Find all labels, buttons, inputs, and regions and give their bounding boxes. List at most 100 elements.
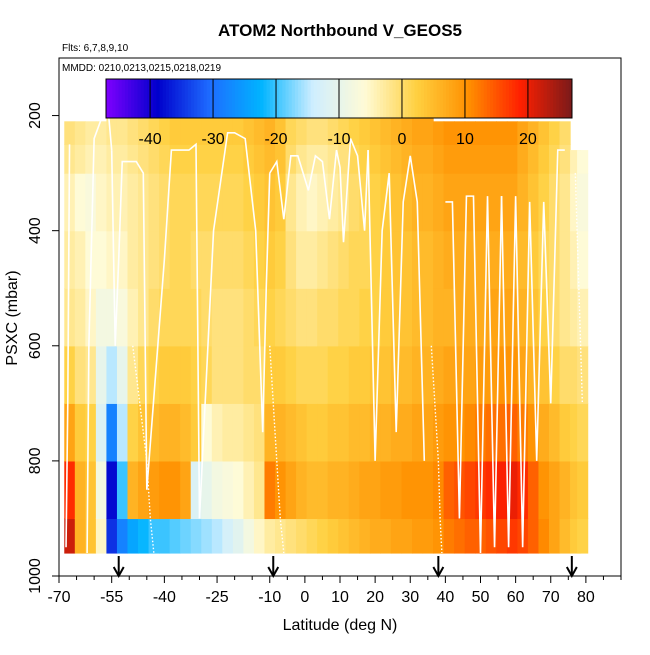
heatmap-cell: [338, 144, 350, 174]
colorbar-swatch: [288, 79, 293, 118]
heatmap-cell: [359, 95, 371, 145]
heatmap-cell: [390, 518, 403, 554]
heatmap-cell: [211, 144, 223, 174]
heatmap-cell: [190, 95, 202, 145]
heatmap-cell: [306, 403, 318, 462]
heatmap-cell: [559, 144, 571, 174]
x-tick-label: -55: [100, 589, 123, 606]
colorbar-swatch: [468, 79, 472, 118]
heatmap-cell: [475, 403, 487, 462]
heatmap-cell: [243, 345, 255, 404]
heatmap-cell: [190, 518, 202, 554]
colorbar-swatch: [449, 79, 453, 118]
heatmap-cell: [348, 460, 360, 520]
heatmap-cell: [401, 173, 413, 232]
heatmap-cell: [475, 230, 487, 289]
colorbar-tick-label: -40: [139, 131, 162, 148]
colorbar-swatch: [546, 79, 551, 118]
colorbar-swatch: [392, 79, 397, 118]
heatmap-cell: [454, 518, 466, 554]
heatmap-cell: [306, 518, 318, 554]
heatmap-cell: [148, 95, 160, 145]
x-tick-label: -10: [258, 589, 281, 606]
heatmap-cell: [359, 345, 371, 404]
heatmap-cell: [74, 345, 86, 404]
heatmap-cell: [327, 95, 339, 145]
colorbar-swatch: [194, 79, 198, 118]
heatmap-cell: [464, 518, 476, 554]
heatmap-cell: [475, 460, 487, 520]
colorbar-swatch: [118, 79, 123, 118]
heatmap-cell: [85, 173, 97, 232]
heatmap-cell: [464, 230, 476, 289]
heatmap-cell: [138, 345, 150, 404]
heatmap-cell: [190, 345, 202, 404]
heatmap-cell: [317, 403, 329, 462]
heatmap-cell: [296, 460, 308, 520]
heatmap-cell: [275, 518, 287, 554]
heatmap-cell: [243, 288, 255, 347]
colorbar-swatch: [505, 79, 510, 118]
colorbar-swatch: [518, 79, 523, 118]
heatmap-cell: [127, 518, 139, 554]
heatmap-cell: [577, 173, 589, 232]
colorbar-swatch: [140, 79, 145, 118]
heatmap-cell: [296, 288, 308, 347]
heatmap-cell: [433, 518, 445, 554]
colorbar-swatch: [238, 79, 242, 118]
colorbar-swatch: [395, 79, 400, 118]
heatmap-cell: [222, 95, 234, 145]
heatmap-cell: [95, 460, 108, 520]
x-axis: -70 -55 -40 -25 -10 0 10 20 30 40 50 60 70 80: [47, 576, 622, 606]
colorbar-swatch: [537, 79, 542, 118]
heatmap-cell: [74, 460, 86, 520]
heatmap-cell: [327, 173, 339, 232]
heatmap-cell: [538, 121, 550, 145]
heatmap-cell: [359, 460, 371, 520]
heatmap-cell: [506, 173, 518, 232]
heatmap-cell: [180, 173, 192, 232]
heatmap-cell: [264, 460, 276, 520]
heatmap-cell: [559, 121, 571, 145]
heatmap-cell: [485, 230, 497, 289]
heatmap-cell: [201, 173, 213, 232]
subtitle-flights: Flts: 6,7,8,9,10: [62, 43, 129, 54]
colorbar-swatch: [531, 79, 535, 118]
heatmap-cell: [201, 95, 213, 145]
colorbar-swatch: [115, 79, 120, 118]
colorbar-tick-label: 20: [519, 131, 537, 148]
colorbar-swatch: [231, 79, 236, 118]
heatmap-cell: [577, 150, 589, 174]
colorbar-swatch: [143, 79, 148, 118]
heatmap-cell: [485, 173, 497, 232]
heatmap-cell: [306, 230, 318, 289]
heatmap-cell: [264, 345, 276, 404]
colorbar-swatch: [323, 79, 327, 118]
colorbar-swatch: [549, 79, 554, 118]
heatmap-cell: [127, 230, 139, 289]
colorbar-swatch: [436, 79, 441, 118]
colorbar-swatch: [159, 79, 164, 118]
heatmap-cell: [454, 403, 466, 462]
colorbar-swatch: [326, 79, 331, 118]
colorbar-swatch: [206, 79, 211, 118]
heatmap-cell: [422, 288, 434, 347]
heatmap-cell: [496, 288, 508, 347]
heatmap-cell: [506, 403, 518, 462]
heatmap-cell: [159, 518, 171, 554]
heatmap-cell: [517, 403, 529, 462]
heatmap-cell: [285, 403, 297, 462]
flight-profile: [198, 132, 264, 519]
heatmap-cell: [159, 345, 171, 404]
heatmap-cell: [412, 345, 424, 404]
heatmap-cell: [253, 230, 266, 289]
heatmap-cell: [443, 121, 455, 145]
colorbar-swatch: [452, 79, 456, 118]
colorbar-swatch: [109, 79, 113, 118]
heatmap-cell: [317, 345, 329, 404]
heatmap-cell: [285, 345, 297, 404]
heatmap-cell: [296, 95, 308, 145]
heatmap-cell: [464, 345, 476, 404]
colorbar-swatch: [417, 79, 422, 118]
heatmap-cell: [390, 460, 403, 520]
